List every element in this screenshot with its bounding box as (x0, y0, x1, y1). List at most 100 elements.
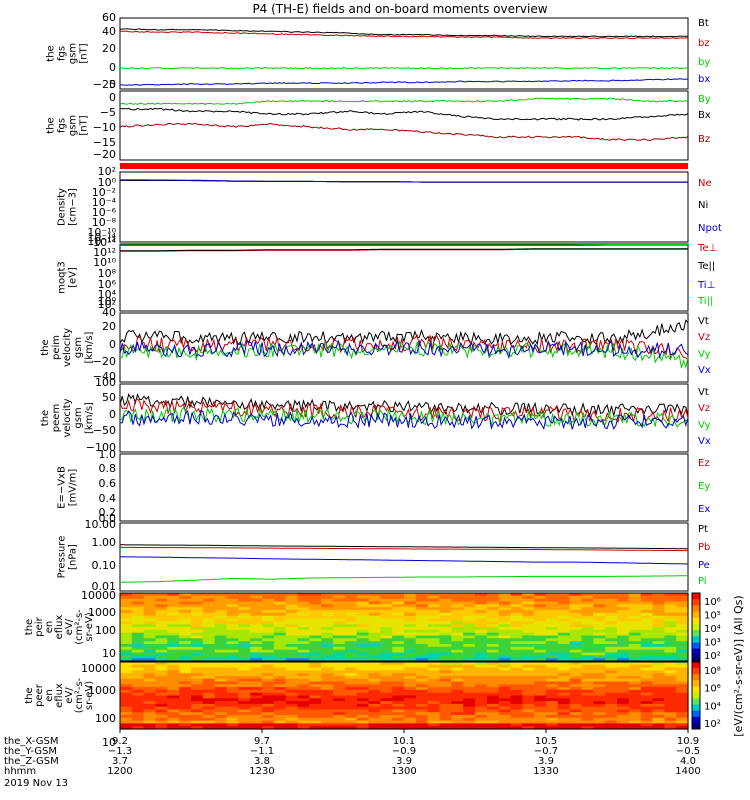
spectrogram-panel-0: 10000 1000 100 10 the peir en eflux eV/(cm²-s-sr… (24, 589, 689, 662)
series-line-Pt (120, 544, 688, 550)
ylabel-line: en (44, 689, 55, 702)
ylabel-line: peir (34, 616, 45, 636)
ytick-label: 1.00 (92, 536, 117, 549)
xtick-label: 1400 (675, 766, 700, 777)
legend-Vy: Vy (698, 349, 711, 360)
ytick-label: 0.4 (99, 492, 117, 505)
date-label: 2019 Nov 13 (4, 778, 68, 789)
ytick-label: 10⁻⁶ (92, 206, 117, 219)
ylabel-line: [nT] (79, 115, 90, 135)
xaxis-row-label: the_Y-GSM (4, 746, 57, 757)
legend-Te⊥: Te⊥ (697, 243, 717, 254)
legend-Bt: Bt (698, 18, 709, 29)
legend-Pb: Pb (698, 542, 710, 553)
ylabel-line: eV/ (64, 618, 75, 635)
xaxis-row-label: hhmm (4, 766, 36, 777)
xtick-label: 1200 (107, 766, 132, 777)
legend-Bx: Bx (698, 110, 711, 121)
xtick-label: −0.9 (392, 746, 416, 757)
legend-bz: bz (698, 38, 710, 49)
ytick-label: 1000 (88, 606, 116, 619)
ytick-label: 10¹² (93, 246, 116, 259)
chart-title: P4 (TH-E) fields and on-board moments ov… (252, 2, 547, 16)
ytick-label: −100 (86, 441, 116, 454)
series-line-Npot (120, 179, 688, 183)
legend-Pi: Pi (698, 576, 707, 587)
spectrogram-panel-1: 10000 1000 100 10 the peer en eflux eV/(cm²-s-sr… (24, 661, 689, 749)
ytick-label: 0.0 (99, 512, 117, 525)
ytick-label: 100 (95, 624, 116, 637)
ytick-label: 0.10 (92, 559, 117, 572)
xtick-label: 10.9 (677, 736, 699, 747)
ylabel-line: E=−VxB (57, 466, 68, 509)
quality-flag-bar (120, 163, 688, 169)
ytick-label: 5 (109, 78, 116, 91)
ylabel-line: en (44, 621, 55, 634)
ylabel-line: peem (51, 404, 62, 432)
ytick-label: 10⁶ (98, 278, 117, 291)
ylabel-line: eV/ (64, 687, 75, 704)
ytick-label: 0 (109, 91, 116, 104)
ylabel-line: the (24, 687, 35, 703)
xtick-label: −0.7 (534, 746, 558, 757)
ytick-label: 10⁻⁴ (92, 196, 117, 209)
colorbar-label: [eV/(cm²-s-sr-eV)] (All Qs) (732, 595, 745, 736)
ylabel-line: [nT] (79, 43, 90, 63)
xaxis-row-label: the_Z-GSM (4, 756, 59, 767)
series-line-Te|| (120, 248, 688, 252)
xtick-label: 10.5 (535, 736, 557, 747)
ylabel-line: gsm (73, 407, 84, 428)
legend-Vt: Vt (698, 387, 709, 398)
xtick-label: 9.2 (112, 736, 128, 747)
colorbar-tick: 10² (704, 651, 721, 662)
xtick-label: 9.7 (254, 736, 270, 747)
series-line-Pi (119, 575, 688, 583)
ytick-label: 10 (102, 736, 116, 749)
xtick-label: 3.9 (396, 756, 412, 767)
ylabel-line: velocity (62, 398, 73, 437)
series-line-bx (120, 78, 689, 86)
ylabel-line: the (40, 410, 51, 426)
ytick-label: 40 (102, 306, 116, 319)
xtick-label: −1.3 (108, 746, 132, 757)
series-line-Vz (119, 334, 689, 361)
xtick-label: 1230 (249, 766, 274, 777)
colorbar-0: 10⁶ 10⁵ 10⁴ 10³ 10² (691, 592, 721, 662)
ytick-label: −50 (93, 424, 116, 437)
legend-bx: bx (698, 74, 710, 85)
ylabel-line: fgs (57, 118, 68, 133)
ytick-label: 0.8 (99, 462, 117, 475)
colorbar-tick: 10² (704, 719, 721, 730)
legend-Ti||: Ti|| (697, 296, 713, 307)
xaxis-row-label: the_X-GSM (4, 736, 58, 747)
series-line-Bx (119, 107, 689, 121)
ylabel-line: [cm−3] (68, 188, 79, 226)
ytick-label: 10⁰ (98, 295, 117, 308)
ytick-label: −40 (93, 370, 116, 383)
ylabel-line: peer (34, 683, 45, 707)
ylabel-line: sr-eV) (84, 681, 95, 710)
ylabel-line: moqt3 (57, 261, 68, 294)
ylabel-line: velocity (62, 328, 73, 367)
xtick-label: 1330 (533, 766, 558, 777)
ytick-label: 10² (98, 165, 116, 178)
ytick-label: 10⁻¹² (87, 235, 116, 248)
xtick-label: 3.8 (254, 756, 270, 767)
xtick-label: 10.1 (393, 736, 415, 747)
legend-Vt: Vt (698, 316, 709, 327)
series-line-Vt (119, 392, 689, 417)
colorbar-tick: 10³ (704, 638, 721, 649)
ytick-label: 10⁻⁸ (92, 216, 117, 229)
legend-Vx: Vx (698, 365, 711, 376)
legend-Ez: Ez (698, 458, 710, 469)
xtick-label: −1.1 (250, 746, 274, 757)
ytick-label: 10000 (81, 589, 116, 602)
legend-Te||: Te|| (697, 261, 715, 272)
ytick-label: 10¹⁴ (93, 236, 116, 249)
ytick-label: 50 (102, 391, 116, 404)
